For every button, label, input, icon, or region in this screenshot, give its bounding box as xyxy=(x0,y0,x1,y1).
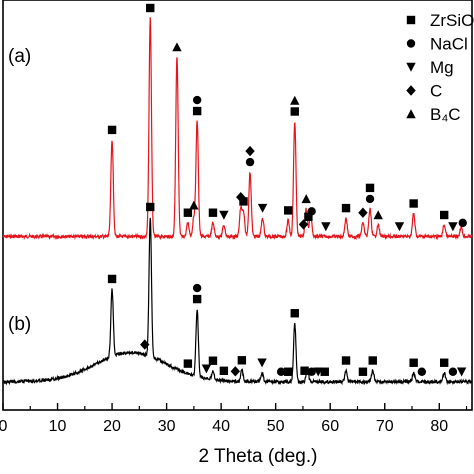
peak-marker-diamond xyxy=(358,207,368,218)
peak-marker-square xyxy=(290,309,299,318)
peak-marker-square xyxy=(341,356,351,365)
x-tick-label: 50 xyxy=(267,418,285,435)
peak-marker-circle xyxy=(458,218,467,228)
peak-marker-square xyxy=(208,208,218,217)
peak-marker-circle xyxy=(417,367,427,376)
peak-marker-triangle-down xyxy=(321,222,331,232)
x-axis: 0 10 20 30 40 50 60 70 80 xyxy=(0,403,468,435)
legend-marker-triangle-up xyxy=(406,109,416,119)
legend-marker-circle xyxy=(406,39,416,48)
plot-area: (a) (b) xyxy=(2,3,473,386)
peak-marker-square xyxy=(239,197,248,206)
peak-marker-triangle-down xyxy=(394,222,405,232)
peak-marker-square xyxy=(183,208,193,217)
peak-marker-circle xyxy=(192,95,202,105)
peak-marker-square xyxy=(341,203,351,213)
peak-marker-square xyxy=(107,274,117,284)
peak-marker-circle xyxy=(307,367,316,376)
legend-label: Mg xyxy=(430,58,454,77)
peak-marker-square xyxy=(192,106,202,116)
peak-marker-triangle-down xyxy=(219,210,229,220)
peak-marker-square xyxy=(320,367,329,376)
legend-marker-triangle-down xyxy=(406,62,416,72)
peak-marker-square xyxy=(146,3,155,13)
peak-marker-triangle-up xyxy=(172,42,182,52)
peak-marker-square xyxy=(237,356,247,365)
peak-marker-circle xyxy=(448,367,458,376)
peak-marker-diamond xyxy=(140,339,150,350)
legend: ZrSiO NaCl Mg C B₄C xyxy=(406,11,474,124)
peak-marker-square xyxy=(439,358,449,367)
peak-marker-square xyxy=(409,358,418,367)
xrd-pattern-a xyxy=(2,17,473,241)
plot-frame xyxy=(2,0,473,411)
peak-marker-square xyxy=(146,202,155,212)
peak-marker-triangle-up xyxy=(290,95,300,105)
legend-label: ZrSiO xyxy=(430,11,474,30)
peak-marker-triangle-down xyxy=(201,364,212,374)
peak-marker-square xyxy=(365,183,375,193)
xrd-pattern-b xyxy=(2,217,473,386)
x-tick-label: 0 xyxy=(0,418,8,435)
peak-marker-square xyxy=(304,212,313,222)
x-axis-title: 2 Theta (deg.) xyxy=(198,446,317,467)
peak-marker-triangle-down xyxy=(257,203,268,213)
legend-label: NaCl xyxy=(430,35,468,54)
x-tick-label: 30 xyxy=(158,418,176,435)
peak-marker-triangle-up xyxy=(189,200,199,210)
x-tick-label: 40 xyxy=(212,418,230,435)
peak-marker-square xyxy=(107,125,117,135)
peak-marker-square xyxy=(409,199,418,208)
peak-marker-diamond xyxy=(236,191,246,203)
peak-marker-square xyxy=(368,356,377,365)
peak-marker-circle xyxy=(276,367,286,376)
peak-marker-square xyxy=(290,107,299,116)
legend-marker-diamond xyxy=(406,85,416,96)
peak-marker-square xyxy=(439,210,449,220)
legend-label: C xyxy=(430,82,442,101)
peak-marker-square xyxy=(284,367,293,376)
peak-marker-circle xyxy=(307,207,316,216)
peak-marker-square xyxy=(192,294,202,304)
peak-marker-triangle-up xyxy=(373,210,383,220)
peak-marker-circle xyxy=(192,283,202,293)
peak-marker-circle xyxy=(365,194,375,204)
x-tick-label: 70 xyxy=(376,418,394,435)
peak-marker-square xyxy=(284,206,293,215)
peak-marker-triangle-up xyxy=(301,194,311,204)
legend-label: B₄C xyxy=(430,105,461,124)
panel-label: (b) xyxy=(8,314,31,335)
panel-label: (a) xyxy=(8,46,31,67)
peak-marker-triangle-down xyxy=(448,222,458,232)
peak-marker-circle xyxy=(245,157,255,167)
x-tick-label: 60 xyxy=(321,418,339,435)
peak-marker-diamond xyxy=(245,145,255,157)
peak-marker-square xyxy=(219,366,229,375)
peak-marker-square xyxy=(183,359,193,368)
legend-marker-square xyxy=(406,15,416,25)
x-tick-label: 20 xyxy=(103,418,121,435)
peak-marker-square xyxy=(300,366,309,375)
peak-marker-square xyxy=(208,356,218,365)
peak-marker-triangle-down xyxy=(257,358,267,368)
peak-marker-diamond xyxy=(298,219,309,230)
peak-marker-diamond xyxy=(230,366,241,377)
x-tick-label: 10 xyxy=(49,418,67,435)
peak-marker-square xyxy=(358,367,368,376)
peak-marker-triangle-down xyxy=(456,367,467,377)
x-tick-label: 80 xyxy=(430,418,448,435)
